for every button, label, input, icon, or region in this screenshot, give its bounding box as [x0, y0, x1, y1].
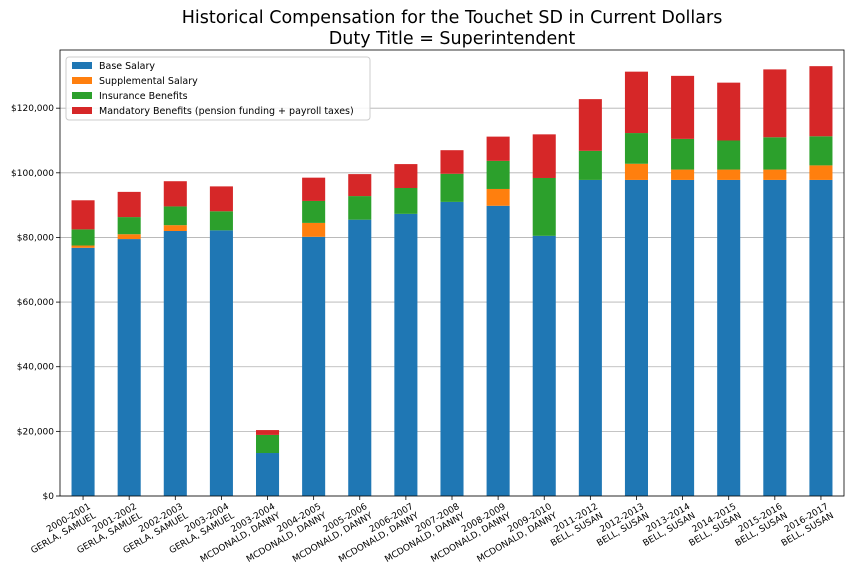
- bar-segment: [671, 169, 695, 180]
- bar-segment: [532, 134, 556, 178]
- bar-segment: [117, 239, 141, 496]
- legend-swatch: [72, 77, 92, 84]
- bar-segment: [117, 217, 141, 235]
- y-tick-label: $20,000: [17, 427, 54, 437]
- bar-segment: [671, 179, 695, 496]
- bar-segment: [163, 225, 187, 231]
- plot-frame: [59, 49, 845, 497]
- bar-segment: [578, 179, 602, 496]
- bar-segment: [763, 137, 787, 170]
- bar-segment: [256, 453, 280, 496]
- bar-segment: [717, 179, 741, 496]
- bar-segment: [163, 206, 187, 226]
- bar-segment: [209, 211, 233, 231]
- bar-segment: [71, 229, 95, 246]
- title-line-1: Historical Compensation for the Touchet …: [181, 8, 723, 28]
- bar-segment: [624, 179, 648, 496]
- title-line-2: Duty Title = Superintendent: [328, 29, 576, 49]
- bar-segment: [394, 164, 418, 189]
- bars: [71, 66, 833, 497]
- legend-swatch: [72, 92, 92, 99]
- bar-segment: [763, 169, 787, 180]
- bar-segment: [302, 200, 326, 223]
- bar-segment: [624, 71, 648, 134]
- bar-segment: [302, 177, 326, 201]
- bar-segment: [71, 247, 95, 496]
- bar-segment: [763, 179, 787, 496]
- legend-label: Base Salary: [99, 61, 155, 72]
- legend-swatch: [72, 107, 92, 114]
- bar-segment: [532, 177, 556, 236]
- bar-segment: [809, 165, 833, 180]
- legend-label: Insurance Benefits: [99, 91, 188, 102]
- bar-segment: [486, 160, 510, 189]
- legend-label: Mandatory Benefits (pension funding + pa…: [99, 106, 354, 117]
- bar-segment: [71, 245, 95, 248]
- bar-segment: [256, 434, 280, 454]
- bar-segment: [486, 188, 510, 206]
- bar-segment: [209, 186, 233, 212]
- bar-segment: [532, 235, 556, 497]
- bar-segment: [440, 201, 464, 496]
- bar-segment: [117, 234, 141, 240]
- bar-segment: [717, 140, 741, 170]
- bar-segment: [302, 222, 326, 237]
- axes: [56, 49, 845, 500]
- bar-segment: [578, 150, 602, 180]
- bar-segment: [348, 196, 372, 220]
- bar-segment: [440, 173, 464, 202]
- bar-segment: [763, 69, 787, 138]
- bar-segment: [717, 169, 741, 180]
- bar-segment: [809, 179, 833, 496]
- y-tick-label: $60,000: [17, 298, 54, 308]
- legend: Base Salary Supplemental Salary Insurance …: [65, 56, 371, 121]
- bar-segment: [163, 230, 187, 496]
- bar-segment: [717, 82, 741, 141]
- bar-segment: [163, 181, 187, 207]
- bar-segment: [117, 191, 141, 218]
- bar-segment: [578, 99, 602, 151]
- bar-segment: [671, 75, 695, 139]
- bar-segment: [624, 163, 648, 180]
- bar-segment: [624, 133, 648, 164]
- bar-segment: [394, 188, 418, 214]
- x-tick-label: 2016-2017BELL, SUSAN: [775, 502, 836, 549]
- bar-segment: [209, 230, 233, 497]
- y-tick-label: $80,000: [17, 233, 54, 243]
- bar-segment: [809, 66, 833, 137]
- y-tick-label: $40,000: [17, 363, 54, 373]
- bar-segment: [348, 174, 372, 197]
- bar-segment: [394, 213, 418, 497]
- y-tick-label: $120,000: [11, 104, 54, 114]
- bar-segment: [302, 236, 326, 496]
- bar-segment: [486, 205, 510, 497]
- y-tick-label: $0: [43, 492, 55, 502]
- y-tick-label: $100,000: [11, 169, 54, 179]
- bar-segment: [256, 430, 280, 435]
- bar-segment: [486, 136, 510, 161]
- bar-segment: [440, 150, 464, 174]
- chart-title: Historical Compensation for the Touchet …: [60, 8, 844, 50]
- legend-label: Supplemental Salary: [99, 76, 198, 87]
- bar-segment: [671, 138, 695, 170]
- legend-box: [65, 56, 371, 121]
- bar-segment: [809, 136, 833, 166]
- legend-swatch: [72, 62, 92, 69]
- bar-segment: [348, 219, 372, 496]
- bar-segment: [71, 200, 95, 230]
